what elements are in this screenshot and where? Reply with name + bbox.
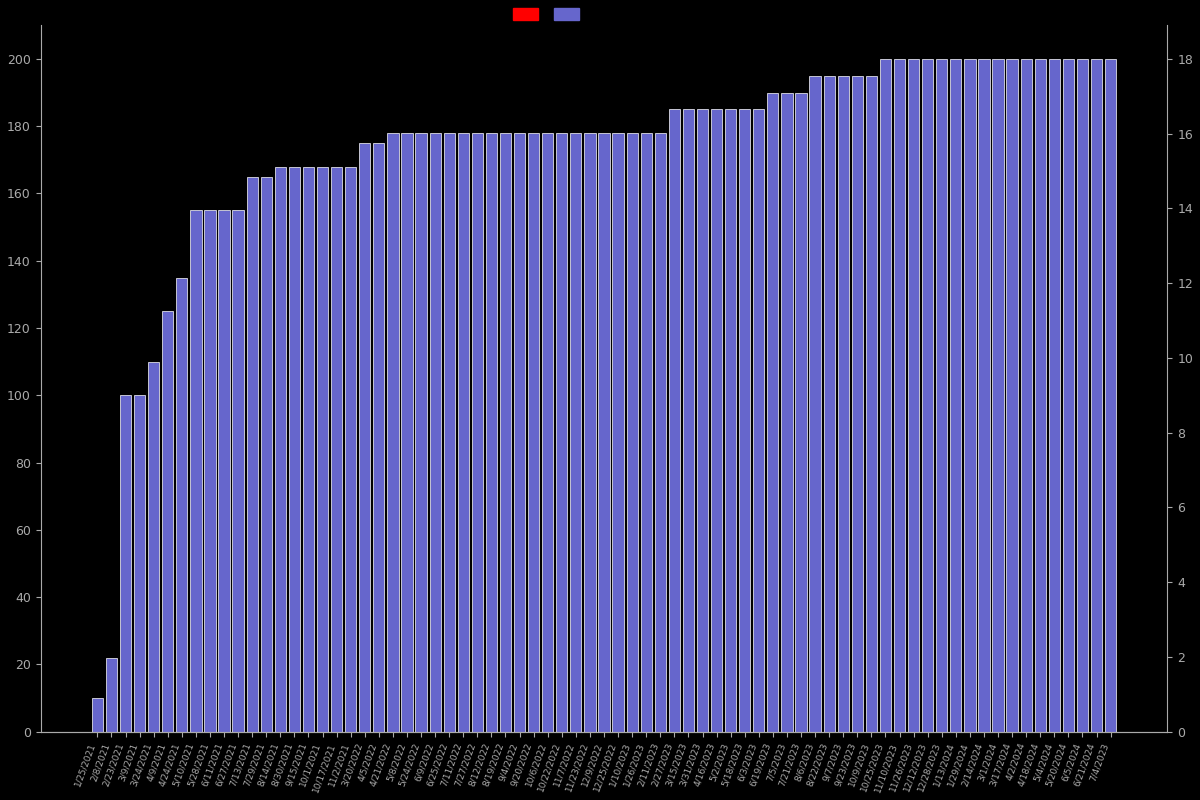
Bar [401, 133, 413, 732]
Bar [710, 110, 722, 732]
Bar [260, 177, 272, 732]
Bar [922, 59, 934, 732]
Bar [302, 166, 314, 732]
Bar [626, 133, 637, 732]
Bar [457, 133, 469, 732]
Bar [880, 59, 892, 732]
Legend: , : , [508, 3, 588, 26]
Bar [388, 133, 398, 732]
Bar [500, 133, 511, 732]
Bar [810, 76, 821, 732]
Bar [246, 177, 258, 732]
Bar [796, 93, 806, 732]
Bar [978, 59, 990, 732]
Bar [430, 133, 440, 732]
Bar [1020, 59, 1032, 732]
Bar [1049, 59, 1060, 732]
Bar [176, 278, 187, 732]
Bar [754, 110, 764, 732]
Bar [148, 362, 160, 732]
Bar [91, 698, 103, 732]
Bar [584, 133, 595, 732]
Bar [823, 76, 835, 732]
Bar [106, 658, 118, 732]
Bar [838, 76, 848, 732]
Bar [317, 166, 328, 732]
Bar [641, 133, 652, 732]
Bar [191, 210, 202, 732]
Bar [725, 110, 737, 732]
Bar [599, 133, 610, 732]
Bar [289, 166, 300, 732]
Bar [162, 311, 173, 732]
Bar [120, 395, 131, 732]
Bar [542, 133, 553, 732]
Bar [1007, 59, 1018, 732]
Bar [486, 133, 497, 732]
Bar [359, 143, 371, 732]
Bar [852, 76, 863, 732]
Bar [373, 143, 384, 732]
Bar [965, 59, 976, 732]
Bar [781, 93, 792, 732]
Bar [767, 93, 779, 732]
Bar [992, 59, 1003, 732]
Bar [218, 210, 229, 732]
Bar [950, 59, 961, 732]
Bar [444, 133, 455, 732]
Bar [570, 133, 582, 732]
Bar [683, 110, 694, 732]
Bar [346, 166, 356, 732]
Bar [528, 133, 539, 732]
Bar [1063, 59, 1074, 732]
Bar [331, 166, 342, 732]
Bar [275, 166, 286, 732]
Bar [697, 110, 708, 732]
Bar [908, 59, 919, 732]
Bar [1105, 59, 1116, 732]
Bar [612, 133, 624, 732]
Bar [134, 395, 145, 732]
Bar [233, 210, 244, 732]
Bar [668, 110, 680, 732]
Bar [1034, 59, 1046, 732]
Bar [472, 133, 482, 732]
Bar [514, 133, 526, 732]
Bar [204, 210, 216, 732]
Bar [865, 76, 877, 732]
Bar [415, 133, 427, 732]
Bar [936, 59, 947, 732]
Bar [894, 59, 905, 732]
Bar [1091, 59, 1102, 732]
Bar [1076, 59, 1088, 732]
Bar [739, 110, 750, 732]
Bar [556, 133, 568, 732]
Bar [655, 133, 666, 732]
